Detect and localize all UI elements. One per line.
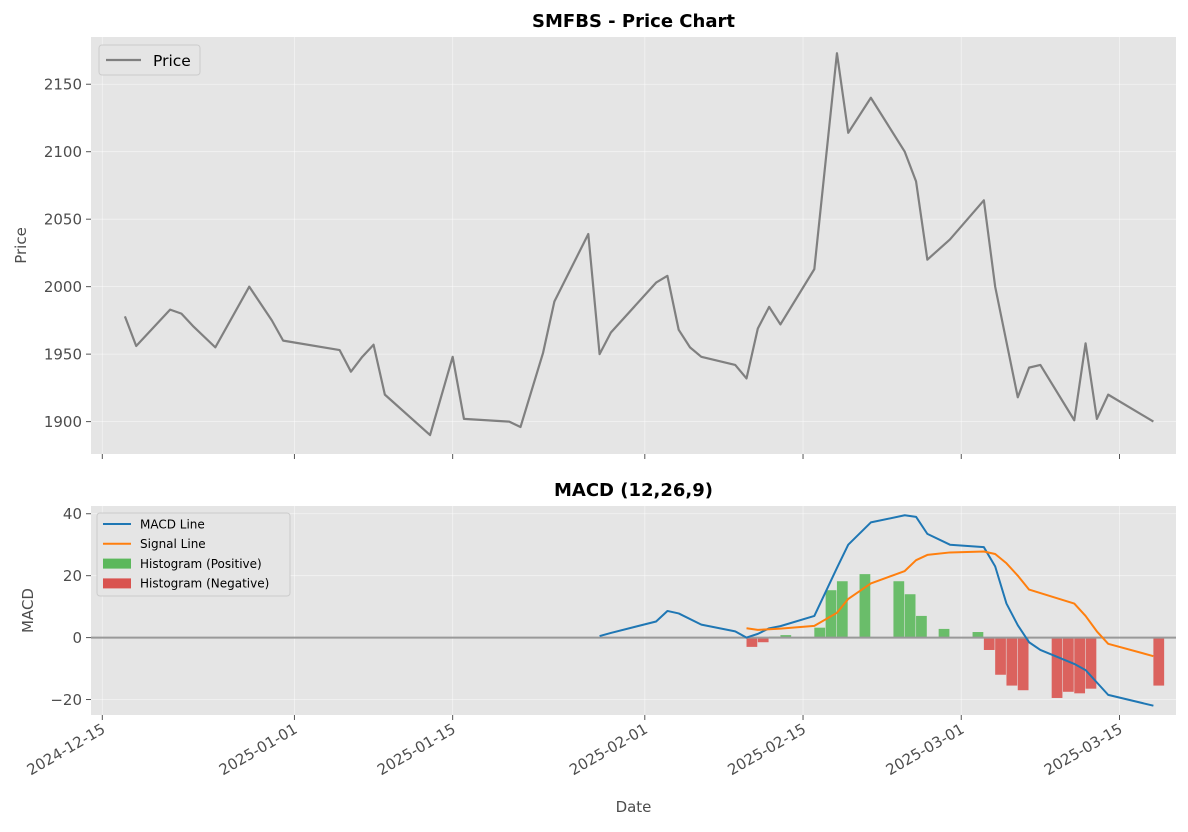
- histogram-bar-negative: [757, 637, 769, 643]
- x-axis-label: Date: [616, 798, 652, 816]
- macd-line: [599, 514, 1154, 707]
- histogram-bar-negative: [746, 637, 758, 647]
- price-panel: 1900 1950 2000 2050 2100 2150 SMFBS - Price Ch…: [12, 11, 1176, 459]
- y-tick-label: 2150: [44, 76, 82, 94]
- histogram-bar-positive: [916, 615, 927, 638]
- histogram-bar-negative: [1085, 637, 1097, 689]
- legend-label-signal: Signal Line: [140, 537, 206, 551]
- histogram-bar-negative: [1062, 637, 1074, 692]
- histogram-bar-positive: [780, 635, 792, 638]
- y-tick-label: 2000: [44, 278, 82, 296]
- x-tick-label: 2025-01-15: [374, 720, 459, 779]
- x-tick-label: 2025-01-01: [216, 720, 301, 779]
- legend-label-macd: MACD Line: [140, 517, 205, 531]
- y-axis-label: MACD: [19, 588, 37, 633]
- histogram-bar-negative: [1017, 637, 1029, 691]
- price-legend: Price: [98, 44, 201, 76]
- y-tick-label: 0: [72, 629, 82, 647]
- legend-box: [96, 512, 291, 597]
- chart-title: SMFBS - Price Chart: [532, 11, 735, 32]
- x-tick-label: 2025-03-01: [883, 720, 968, 779]
- price-line: [123, 52, 1154, 437]
- histogram-bar-positive: [836, 581, 848, 638]
- y-tick-label: 2100: [44, 143, 82, 161]
- y-tick-label: 20: [63, 567, 82, 585]
- legend-label-price: Price: [153, 52, 191, 70]
- y-tick-label: 40: [63, 505, 82, 523]
- histogram-bar-negative: [1074, 637, 1086, 694]
- histogram-bar-positive: [904, 594, 916, 638]
- legend-label-hist-positive: Histogram (Positive): [140, 557, 262, 571]
- histogram-bar-negative: [1006, 637, 1018, 686]
- histogram-bar-negative: [983, 637, 995, 650]
- histogram-bar-positive: [938, 628, 950, 638]
- y-tick-label: 1950: [44, 346, 82, 364]
- histogram-bar-positive: [859, 574, 871, 638]
- y-tick-label: 1900: [44, 413, 82, 431]
- y-tick-label: −20: [50, 691, 82, 709]
- chart-title: MACD (12,26,9): [554, 480, 713, 501]
- x-tick-label: 2025-02-15: [725, 720, 810, 779]
- legend-label-hist-negative: Histogram (Negative): [140, 577, 269, 591]
- signal-line: [746, 550, 1154, 658]
- legend-swatch-hist-negative: [103, 578, 131, 589]
- histogram-bar-positive: [814, 627, 826, 638]
- histogram-bar-negative: [1153, 637, 1165, 686]
- y-tick-label: 2050: [44, 211, 82, 229]
- histogram-bar-negative: [995, 637, 1006, 675]
- histogram-bar-positive: [825, 590, 837, 638]
- macd-legend: MACD Line Signal Line Histogram (Positive)…: [96, 512, 291, 597]
- x-tick-label: 2024-12-15: [24, 720, 109, 779]
- plot-area: [91, 37, 1176, 454]
- histogram-bar-negative: [1051, 637, 1063, 698]
- macd-panel: 2024-12-15 2025-01-01 2025-01-15 2025-02-01…: [19, 480, 1176, 816]
- histogram-bar-positive: [893, 581, 905, 638]
- legend-box: [98, 44, 201, 76]
- x-tick-label: 2025-02-01: [566, 720, 651, 779]
- y-axis-label: Price: [12, 227, 30, 264]
- histogram-bar-positive: [972, 632, 984, 638]
- x-tick-label: 2025-03-15: [1041, 720, 1126, 779]
- legend-swatch-hist-positive: [103, 558, 131, 569]
